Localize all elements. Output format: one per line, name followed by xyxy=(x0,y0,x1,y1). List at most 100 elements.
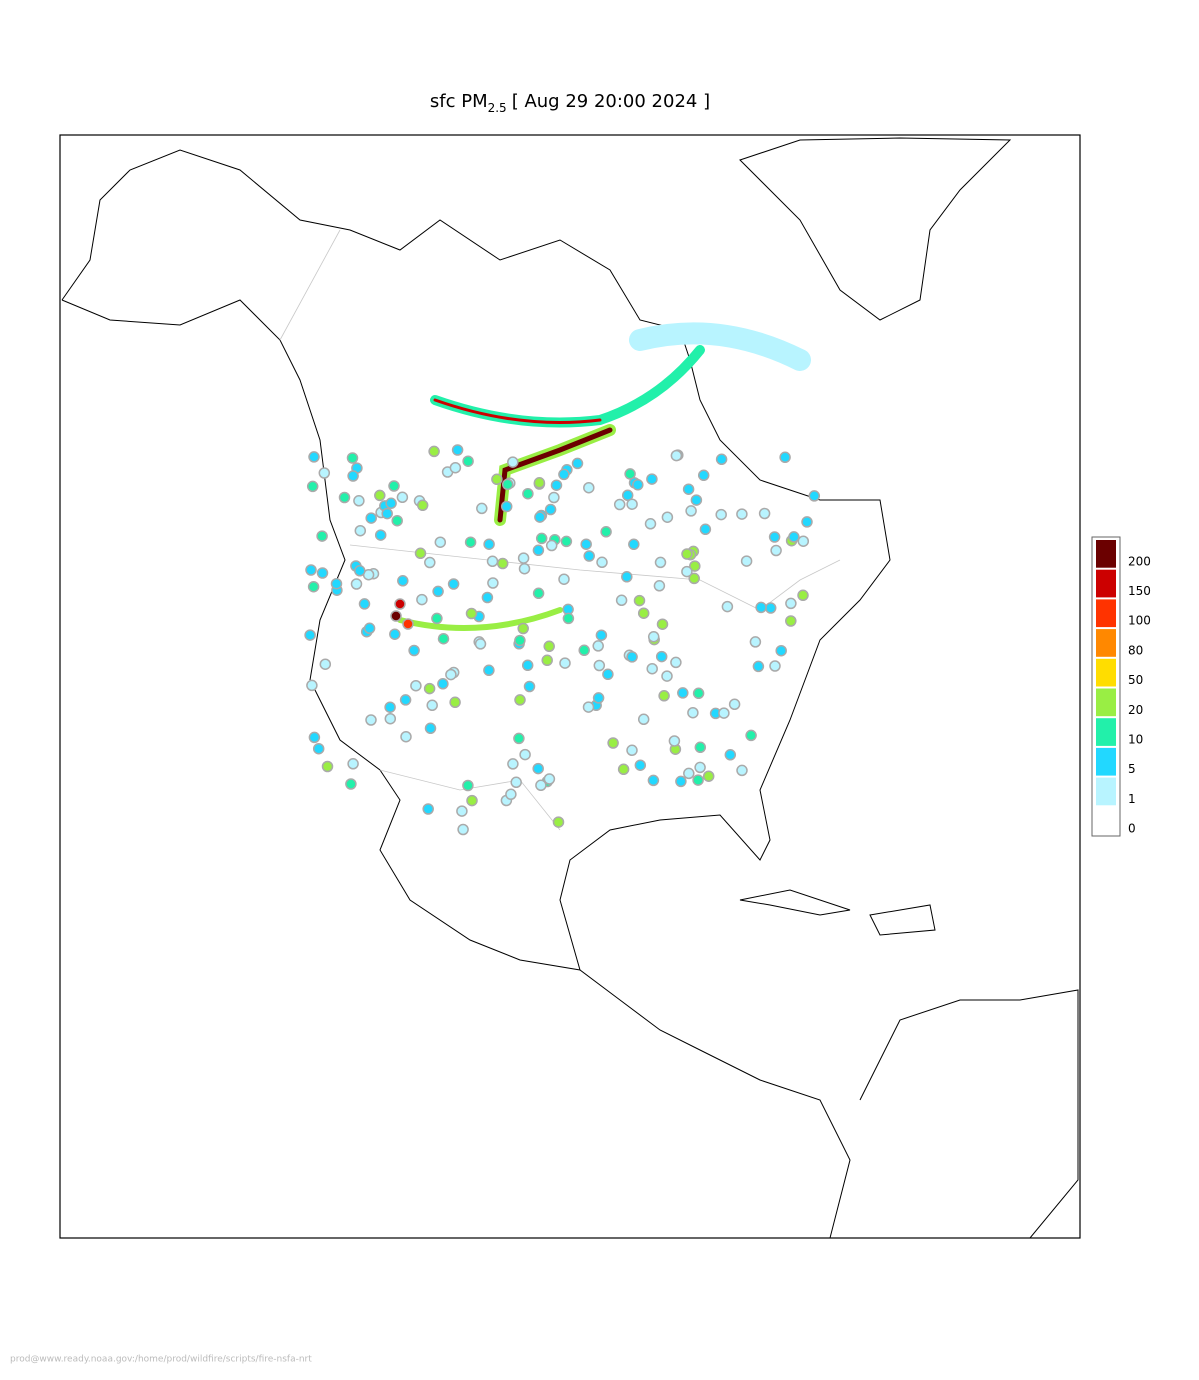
station-dot xyxy=(583,550,595,562)
station-dot xyxy=(749,636,762,648)
station-dot xyxy=(583,481,595,494)
station-dot xyxy=(424,722,437,735)
station-dot xyxy=(476,502,488,515)
station-dot xyxy=(416,593,428,606)
station-dot xyxy=(399,694,412,706)
station-dot xyxy=(769,660,781,672)
station-dot xyxy=(647,630,660,643)
station-dot xyxy=(607,737,619,749)
station-dot xyxy=(308,731,321,744)
station-dot xyxy=(658,690,670,702)
station-dot xyxy=(384,701,396,713)
station-dot xyxy=(396,491,409,504)
station-dot xyxy=(416,499,429,512)
station-dot xyxy=(637,713,650,726)
station-dot xyxy=(507,758,519,770)
station-dot xyxy=(544,503,557,516)
station-dot xyxy=(560,535,573,548)
station-dot xyxy=(487,577,499,589)
station-dot xyxy=(621,489,634,502)
station-dot xyxy=(715,453,728,466)
station-dot xyxy=(558,573,570,585)
station-dot xyxy=(647,774,660,787)
station-dot xyxy=(428,445,440,458)
map-title: sfc PM2.5 [ Aug 29 20:00 2024 ] xyxy=(430,91,710,115)
station-dot xyxy=(424,556,436,569)
station-dot xyxy=(517,552,530,564)
station-dot xyxy=(675,775,687,788)
station-dot xyxy=(346,452,359,464)
legend-label: 100 xyxy=(1128,614,1151,628)
legend-swatch xyxy=(1096,747,1116,776)
station-dot xyxy=(316,567,329,579)
station-dot xyxy=(518,562,531,575)
station-dot xyxy=(486,555,499,568)
station-dot xyxy=(501,478,514,491)
station-dot xyxy=(797,535,810,547)
station-dot xyxy=(535,532,548,545)
station-dot xyxy=(432,585,444,598)
station-dot xyxy=(668,735,681,747)
station-dot xyxy=(596,556,608,569)
legend-label: 10 xyxy=(1128,732,1143,746)
legend-swatch xyxy=(1096,688,1116,717)
station-dot xyxy=(552,816,565,828)
station-dot xyxy=(422,803,434,815)
station-dot xyxy=(548,491,560,504)
station-dot xyxy=(308,451,320,463)
station-dot xyxy=(558,468,570,481)
station-dot xyxy=(764,602,777,614)
station-dot xyxy=(550,479,563,491)
station-dot xyxy=(602,668,614,681)
station-dot xyxy=(718,707,730,719)
station-dot xyxy=(521,659,534,672)
station-dot xyxy=(755,601,767,614)
station-dot xyxy=(721,600,734,613)
legend-swatch xyxy=(1096,540,1116,568)
station-dot xyxy=(592,692,605,704)
station-dot xyxy=(434,536,447,548)
station-dot xyxy=(615,594,628,607)
station-dot xyxy=(330,577,343,590)
station-dot xyxy=(462,455,474,467)
legend-label: 5 xyxy=(1128,762,1136,776)
station-dot xyxy=(656,618,669,630)
station-dot xyxy=(770,544,782,557)
station-dot xyxy=(532,587,545,600)
station-dot xyxy=(775,644,787,657)
station-dot xyxy=(692,774,704,786)
station-dot xyxy=(338,491,351,504)
station-dot xyxy=(592,640,604,652)
title-suffix: [ Aug 29 20:00 2024 ] xyxy=(512,91,710,112)
station-dot xyxy=(646,662,658,675)
station-dot xyxy=(316,530,328,542)
station-dot xyxy=(683,767,695,780)
stations xyxy=(304,444,821,836)
legend-swatch xyxy=(1096,599,1116,628)
station-dot xyxy=(365,512,377,524)
station-dot xyxy=(307,580,320,593)
station-dot xyxy=(354,524,367,537)
station-dot xyxy=(347,470,359,482)
station-dot xyxy=(312,742,325,755)
station-dot xyxy=(655,650,668,663)
station-dot xyxy=(779,451,791,464)
station-dot xyxy=(670,656,682,669)
station-dot xyxy=(389,628,401,640)
station-dot xyxy=(363,622,376,635)
station-dot xyxy=(447,578,460,590)
station-dot xyxy=(365,714,377,726)
station-dot xyxy=(381,507,393,520)
station-dot xyxy=(543,640,555,653)
station-dot xyxy=(394,598,406,610)
station-dot xyxy=(768,531,781,543)
station-dot xyxy=(305,564,317,576)
station-dot xyxy=(445,668,457,681)
coastlines xyxy=(61,137,1079,1239)
station-dot xyxy=(483,664,495,677)
station-dot xyxy=(391,514,403,527)
legend-label: 50 xyxy=(1128,673,1143,687)
station-dot xyxy=(692,687,705,700)
station-dot xyxy=(699,523,712,536)
